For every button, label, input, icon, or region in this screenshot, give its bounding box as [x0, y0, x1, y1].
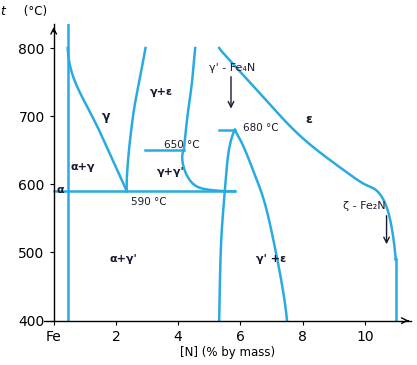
Text: 590 °C: 590 °C [131, 197, 167, 207]
Text: 650 °C: 650 °C [164, 140, 200, 150]
Text: ζ - Fe₂N: ζ - Fe₂N [343, 201, 386, 211]
Text: $t$: $t$ [0, 5, 8, 18]
Text: γ: γ [102, 110, 111, 123]
Text: γ+ε: γ+ε [150, 87, 173, 97]
Text: ε: ε [306, 113, 313, 126]
Text: γ' - Fe₄N: γ' - Fe₄N [209, 64, 256, 73]
Text: α+γ': α+γ' [110, 254, 138, 264]
Text: 680 °C: 680 °C [244, 123, 279, 133]
Text: α: α [56, 185, 64, 195]
Text: γ+γ': γ+γ' [156, 167, 184, 177]
Text: γ' +ε: γ' +ε [256, 254, 286, 264]
Text: (°C): (°C) [20, 5, 48, 18]
X-axis label: [N] (% by mass): [N] (% by mass) [180, 346, 276, 360]
Text: α+γ: α+γ [71, 162, 95, 172]
